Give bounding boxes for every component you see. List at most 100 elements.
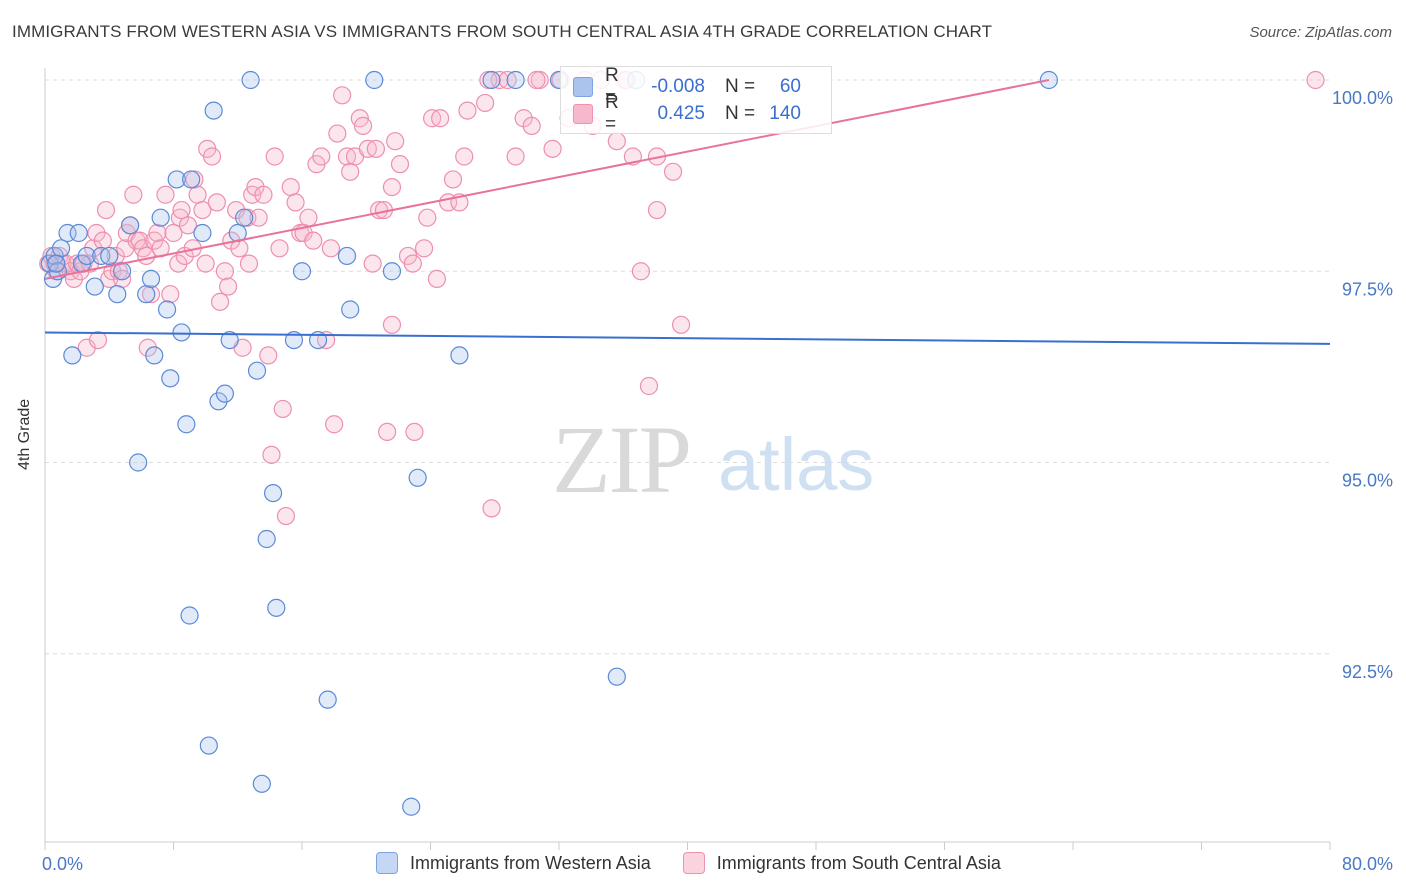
chart-title: IMMIGRANTS FROM WESTERN ASIA VS IMMIGRAN… <box>12 22 993 41</box>
data-point <box>85 277 104 296</box>
x-tick-label: 80.0% <box>1342 854 1393 874</box>
data-point <box>506 70 525 90</box>
data-point <box>239 254 259 273</box>
legend-item-south-central-asia[interactable]: Immigrants from South Central Asia <box>682 852 1001 874</box>
data-point <box>408 468 427 487</box>
data-point <box>333 86 352 105</box>
data-point <box>156 185 175 204</box>
data-point <box>270 239 289 258</box>
data-point <box>141 269 161 288</box>
data-point <box>235 208 254 227</box>
data-point <box>414 239 434 258</box>
data-point <box>249 208 268 227</box>
data-point <box>137 285 156 304</box>
data-point <box>363 254 382 273</box>
data-point <box>639 376 659 396</box>
r-label: R = <box>605 65 619 108</box>
data-point <box>148 223 167 243</box>
data-point <box>129 453 148 472</box>
watermark-zip: ZIP <box>552 406 690 513</box>
data-point <box>63 346 82 365</box>
data-point <box>178 216 198 235</box>
data-point <box>337 246 357 266</box>
data-point <box>202 147 222 166</box>
data-point <box>1306 70 1325 90</box>
data-point <box>276 506 296 526</box>
data-point <box>108 285 127 304</box>
data-point <box>482 499 501 518</box>
data-point <box>631 262 651 281</box>
y-tick-label: 100.0% <box>1332 88 1393 108</box>
legend-swatch-blue-icon <box>573 77 593 97</box>
data-point <box>671 315 691 334</box>
data-point <box>215 384 234 403</box>
data-point <box>328 124 347 143</box>
data-point <box>180 606 199 625</box>
data-point <box>121 216 140 235</box>
data-point <box>382 315 402 334</box>
data-point <box>259 346 278 365</box>
data-point <box>100 246 119 266</box>
data-point <box>47 254 66 273</box>
data-point <box>145 346 164 365</box>
data-point <box>69 223 88 243</box>
data-point <box>193 200 212 220</box>
n-label: N = <box>725 103 756 124</box>
data-point <box>219 277 238 296</box>
data-point <box>476 93 495 113</box>
data-point <box>341 162 360 181</box>
series-western-asia <box>40 70 1059 816</box>
data-point <box>431 109 450 128</box>
legend-swatch-pink-icon <box>682 852 705 874</box>
data-point <box>382 178 402 197</box>
data-point <box>96 200 116 220</box>
data-point <box>366 139 385 158</box>
data-point <box>207 193 226 212</box>
series-legend: Immigrants from Western Asia Immigrants … <box>376 852 1033 874</box>
axes <box>44 68 1331 850</box>
data-point <box>378 422 397 441</box>
data-point <box>281 178 300 197</box>
legend-item-western-asia[interactable]: Immigrants from Western Asia <box>376 852 651 874</box>
data-point <box>262 445 281 464</box>
data-point <box>93 231 112 250</box>
legend-label: Immigrants from South Central Asia <box>716 852 1001 873</box>
data-point <box>321 239 341 258</box>
data-point <box>390 155 410 174</box>
data-point <box>172 200 191 220</box>
data-point <box>210 292 230 311</box>
legend-label: Immigrants from Western Asia <box>410 852 651 873</box>
data-point <box>647 200 667 220</box>
r-value: -0.008 <box>651 76 705 97</box>
data-point <box>292 262 312 281</box>
data-point <box>151 208 170 227</box>
data-point <box>215 262 234 281</box>
data-point <box>161 285 180 304</box>
correlation-legend: R = -0.008 N = 60 R = 0.425 N = 140 <box>560 65 832 135</box>
legend-swatch-blue-icon <box>376 852 398 874</box>
legend-swatch-pink-icon <box>573 104 593 124</box>
n-value: 140 <box>769 103 801 124</box>
data-point <box>455 147 474 166</box>
data-point <box>304 231 323 250</box>
data-point <box>193 223 212 243</box>
data-point <box>252 774 271 793</box>
data-point <box>199 736 218 755</box>
data-point <box>353 116 373 136</box>
trend-line-pink <box>44 79 1050 280</box>
data-point <box>247 361 267 380</box>
tick-labels: 92.5% 95.0% 97.5% 100.0% 0.0% 80.0% <box>42 88 1393 874</box>
y-tick-label: 92.5% <box>1342 662 1393 682</box>
data-point <box>167 170 186 189</box>
data-point <box>405 422 424 441</box>
data-point <box>164 223 183 243</box>
data-point <box>141 285 161 304</box>
watermark: ZIP atlas <box>552 406 874 513</box>
data-point <box>527 70 546 90</box>
data-point <box>318 690 337 709</box>
data-point <box>284 331 304 350</box>
data-point <box>418 208 437 227</box>
watermark-atlas: atlas <box>718 423 874 506</box>
data-point <box>157 300 177 319</box>
